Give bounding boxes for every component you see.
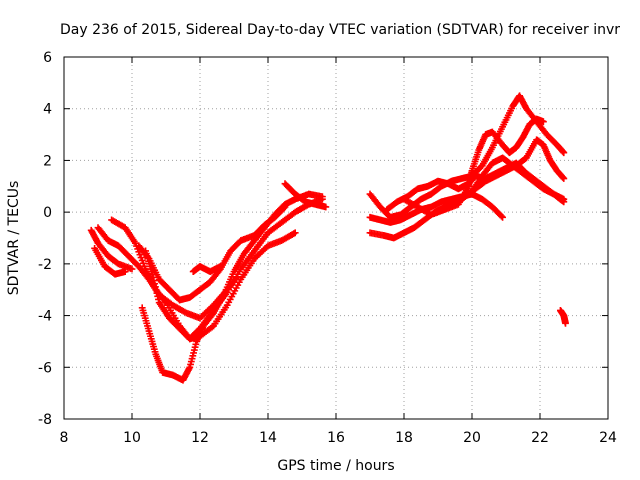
data-point [291, 229, 299, 237]
data-point [560, 195, 568, 203]
data-point [540, 118, 547, 126]
series-track-14 [400, 115, 547, 219]
data-point [560, 175, 568, 182]
series-track-15 [468, 154, 568, 203]
y-tick-label: 0 [43, 205, 52, 221]
y-axis-label: SDTVAR / TECUs [6, 181, 22, 296]
grid [64, 57, 608, 419]
x-tick-label: 16 [327, 430, 345, 446]
series-track-9 [281, 180, 330, 211]
x-axis-label: GPS time / hours [277, 458, 394, 474]
x-tick-label: 12 [191, 430, 209, 446]
data-point [128, 265, 136, 273]
series-track-6 [142, 229, 299, 343]
data-point [322, 203, 330, 211]
y-tick-label: 2 [43, 153, 52, 169]
data-point [121, 268, 129, 276]
axis-ticks [63, 56, 609, 420]
series-track-1 [87, 226, 136, 273]
y-tick-label: 4 [43, 102, 52, 118]
y-tick-label: -6 [38, 360, 52, 376]
y-tick-label: 6 [43, 50, 52, 66]
data-point [562, 319, 569, 327]
data-point [499, 213, 506, 221]
series-track-5 [135, 203, 289, 304]
x-tick-label: 24 [599, 430, 617, 446]
y-tick-label: -2 [38, 257, 52, 273]
x-tick-label: 8 [60, 430, 69, 446]
data-point [560, 149, 568, 157]
series-track-7 [138, 190, 326, 384]
x-tick-label: 20 [463, 430, 481, 446]
x-tick-label: 18 [395, 430, 413, 446]
series-track-2 [91, 244, 129, 278]
series-track-8 [189, 263, 224, 276]
x-tick-label: 14 [259, 430, 277, 446]
x-tick-label: 10 [123, 430, 141, 446]
data-point [217, 263, 224, 270]
chart-title: Day 236 of 2015, Sidereal Day-to-day VTE… [60, 22, 620, 38]
data-markers [87, 92, 569, 384]
data-point [319, 193, 326, 201]
series-track-16 [557, 307, 569, 327]
y-tick-label: -8 [38, 412, 52, 428]
y-tick-label: -4 [38, 309, 52, 325]
x-tick-label: 22 [531, 430, 549, 446]
